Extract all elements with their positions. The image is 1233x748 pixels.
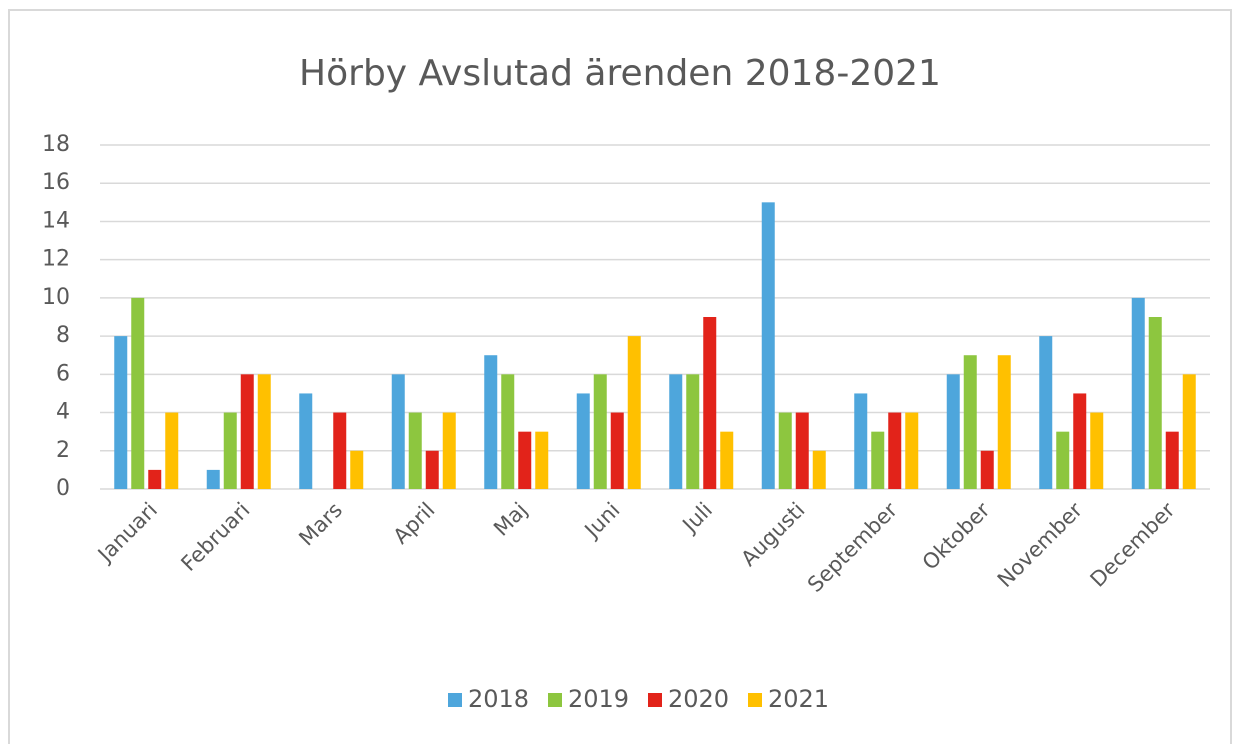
bar [1148,317,1162,489]
bar [795,412,809,489]
bar [257,374,271,489]
legend-label: 2019 [568,685,629,713]
bar [761,202,775,490]
y-tick-label: 10 [42,285,70,310]
bar [627,336,641,489]
bar [980,450,994,489]
bar [1165,431,1179,489]
y-tick-label: 16 [42,170,70,195]
y-tick-label: 8 [56,323,70,348]
y-tick-label: 2 [56,438,70,463]
bar [576,393,590,489]
bar [333,412,347,489]
bar [1182,374,1196,489]
bar [408,412,422,489]
bar [686,374,700,489]
bar [610,412,624,489]
bar [114,336,128,489]
bar [518,431,532,489]
legend-label: 2020 [668,685,729,713]
legend-swatch [748,693,762,707]
bar [778,412,792,489]
bar [854,393,868,489]
bar [963,355,977,489]
bar [165,412,179,489]
legend-swatch [648,693,662,707]
legend-swatch [548,693,562,707]
y-tick-label: 4 [56,400,70,425]
chart-title: Hörby Avslutad ärenden 2018-2021 [299,53,941,94]
bar [703,317,717,489]
legend-label: 2018 [468,685,529,713]
bar [206,469,220,489]
bar [442,412,456,489]
y-tick-label: 0 [56,476,70,501]
legend-label: 2021 [768,685,829,713]
bar [1090,412,1104,489]
y-tick-label: 18 [42,132,70,157]
bar [888,412,902,489]
bar [812,450,826,489]
bar [1073,393,1087,489]
bar [871,431,885,489]
bar [1131,297,1145,489]
bar [535,431,549,489]
bar [299,393,313,489]
bar [148,469,162,489]
bar [1039,336,1053,489]
bar [350,450,364,489]
bar [131,297,145,489]
bar [391,374,405,489]
bar [720,431,734,489]
legend-swatch [448,693,462,707]
bar [223,412,237,489]
bar [425,450,439,489]
chart-frame [8,9,1232,748]
bar [905,412,919,489]
bar [1056,431,1070,489]
bar [669,374,683,489]
bar [240,374,254,489]
bar [501,374,515,489]
y-tick-label: 14 [42,208,70,233]
bar [593,374,607,489]
y-tick-label: 12 [42,247,70,272]
y-tick-label: 6 [56,361,70,386]
bar [946,374,960,489]
bar [997,355,1011,489]
bar [484,355,498,489]
